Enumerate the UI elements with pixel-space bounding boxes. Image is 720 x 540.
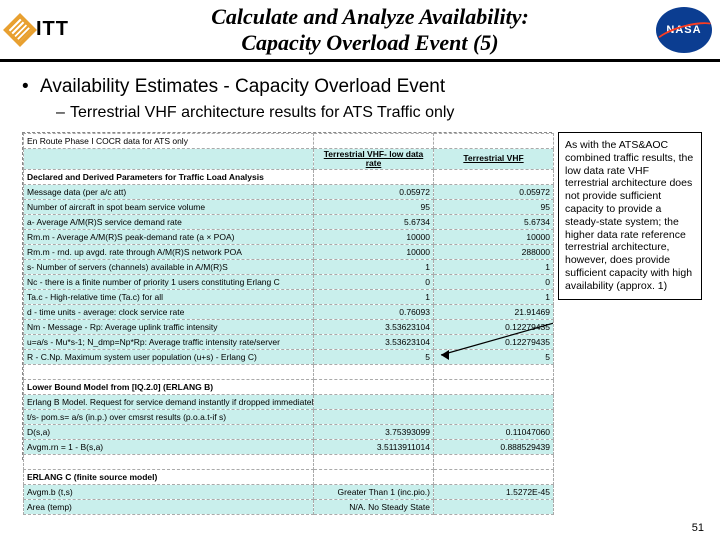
nasa-logo-text: NASA — [666, 24, 701, 36]
nasa-logo: NASA — [642, 7, 712, 53]
figure-row: En Route Phase I COCR data for ATS onlyT… — [0, 132, 720, 460]
itt-logo-text: ITT — [36, 18, 69, 41]
bullet-sub: Terrestrial VHF architecture results for… — [56, 104, 698, 122]
bullet-main: Availability Estimates - Capacity Overlo… — [22, 76, 698, 98]
itt-icon — [3, 13, 37, 47]
data-table: En Route Phase I COCR data for ATS onlyT… — [22, 132, 552, 460]
callout-box: As with the ATS&AOC combined traffic res… — [558, 132, 702, 300]
title-line-1: Calculate and Analyze Availability: — [98, 4, 642, 29]
itt-logo: ITT — [8, 18, 98, 42]
callout-text: As with the ATS&AOC combined traffic res… — [565, 139, 693, 292]
page-number: 51 — [692, 522, 704, 534]
title-line-2: Capacity Overload Event (5) — [98, 30, 642, 55]
slide-header: ITT Calculate and Analyze Availability: … — [0, 0, 720, 62]
slide-title: Calculate and Analyze Availability: Capa… — [98, 4, 642, 55]
content-area: Availability Estimates - Capacity Overlo… — [0, 62, 720, 122]
